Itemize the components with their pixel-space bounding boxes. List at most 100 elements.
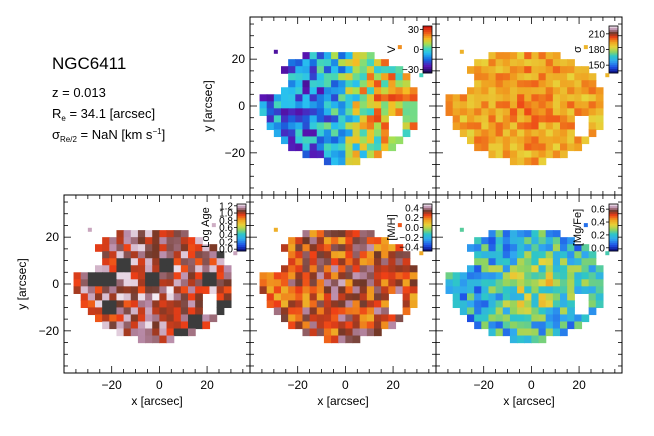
spaxel <box>560 73 568 81</box>
spaxel <box>259 286 268 294</box>
colorbar-segment <box>237 245 246 248</box>
spaxel <box>531 129 540 138</box>
spaxel <box>359 143 368 152</box>
spaxel <box>331 157 339 166</box>
spaxel <box>467 293 475 301</box>
spaxel <box>352 244 361 252</box>
spaxel <box>281 129 289 138</box>
spaxel <box>581 101 590 109</box>
spaxel <box>316 328 325 337</box>
spaxel <box>552 122 561 131</box>
sigma-map <box>445 45 610 166</box>
spaxel <box>323 314 332 323</box>
re-symbol: R <box>52 106 62 121</box>
colorbar-segment <box>423 225 432 228</box>
spaxel <box>531 286 540 294</box>
spaxel <box>567 59 575 67</box>
spaxel <box>173 314 182 323</box>
spaxel <box>180 272 189 280</box>
spaxel <box>545 122 554 131</box>
spaxel <box>295 115 304 123</box>
spaxel <box>116 328 125 337</box>
spaxel <box>517 101 525 109</box>
spaxel <box>352 230 361 238</box>
spaxel <box>381 300 389 309</box>
spaxel <box>560 258 568 266</box>
spaxel <box>538 321 547 330</box>
spaxel <box>159 335 168 344</box>
spaxel <box>345 321 354 330</box>
y-tick-label: 0 <box>52 277 59 291</box>
spaxel <box>73 286 82 294</box>
spaxel <box>345 307 354 316</box>
spaxel <box>581 279 590 287</box>
spaxel <box>288 108 296 116</box>
spaxel <box>338 52 346 60</box>
spaxel <box>567 73 575 81</box>
spaxel <box>374 59 382 67</box>
spaxel <box>288 136 296 145</box>
spaxel <box>517 80 525 88</box>
spaxel <box>288 314 296 323</box>
spaxel <box>302 314 311 323</box>
spaxel <box>467 136 475 145</box>
spaxel <box>195 286 203 294</box>
colorbar-segment <box>237 215 246 219</box>
spaxel <box>524 108 532 116</box>
spaxel <box>538 87 547 95</box>
spaxel <box>109 272 118 280</box>
spaxel <box>588 251 597 259</box>
spaxel <box>266 108 275 116</box>
spaxel <box>166 258 175 266</box>
spaxel <box>467 307 475 316</box>
spaxel <box>588 279 597 287</box>
spaxel <box>95 300 103 309</box>
y-axis-label: y [arcsec] <box>15 258 29 309</box>
colorbar-segment <box>237 217 246 221</box>
spaxel <box>560 293 568 301</box>
spaxel <box>95 279 103 287</box>
spaxel <box>116 251 125 259</box>
spaxel <box>517 300 525 309</box>
spaxel <box>281 115 289 123</box>
spaxel <box>331 150 339 159</box>
spaxel <box>574 279 583 287</box>
spaxel <box>560 143 568 152</box>
x-tick-label: 0 <box>342 378 349 392</box>
spaxel <box>481 94 490 102</box>
spaxel <box>509 279 518 287</box>
spaxel <box>145 307 153 316</box>
spaxel <box>567 122 575 131</box>
spaxel <box>331 307 339 316</box>
spaxel <box>323 307 332 316</box>
spaxel <box>173 279 182 287</box>
spaxel <box>173 321 182 330</box>
spaxel <box>595 94 604 102</box>
spaxel <box>502 73 511 81</box>
x-tick-label: 20 <box>200 378 214 392</box>
spaxel <box>488 87 497 95</box>
spaxel <box>402 87 411 95</box>
spaxel <box>502 59 511 67</box>
spaxel <box>116 265 125 273</box>
spaxel <box>552 237 561 245</box>
spaxel <box>195 279 203 287</box>
spaxel <box>409 279 418 287</box>
spaxel <box>102 307 110 316</box>
spaxel <box>288 143 296 152</box>
spaxel <box>502 66 511 74</box>
spaxel <box>352 122 361 131</box>
spaxel <box>216 279 225 287</box>
spaxel <box>359 314 368 323</box>
spaxel <box>195 272 203 280</box>
colorbar-segment <box>609 231 618 234</box>
colorbar-segment <box>423 33 432 37</box>
spaxel <box>488 150 497 159</box>
spaxel <box>288 251 296 259</box>
spaxel <box>159 321 168 330</box>
spaxel <box>509 230 518 238</box>
spaxel <box>145 279 153 287</box>
spaxel <box>366 136 375 145</box>
spaxel <box>581 80 590 88</box>
